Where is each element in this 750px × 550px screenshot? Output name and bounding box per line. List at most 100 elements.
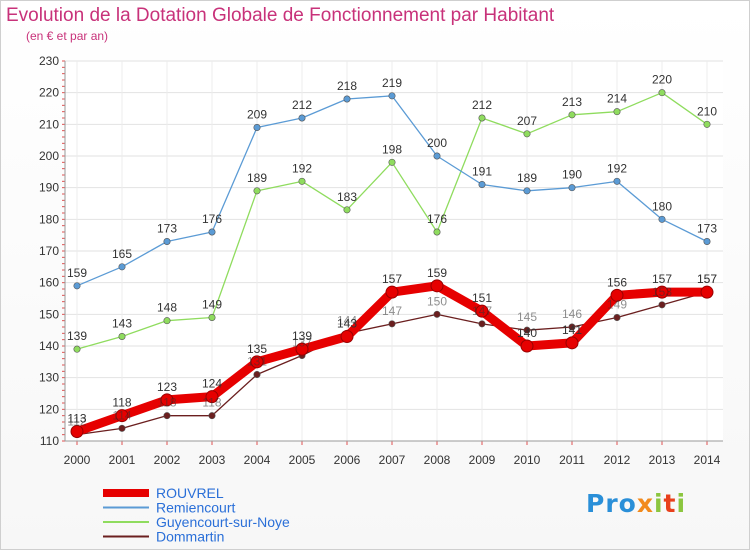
x-tick-label: 2001	[109, 453, 136, 467]
data-label: 143	[112, 317, 132, 331]
data-label: 150	[427, 294, 447, 308]
data-label: 146	[562, 307, 582, 321]
data-label: 190	[562, 168, 582, 182]
chart-subtitle: (en € et par an)	[26, 29, 109, 43]
data-label: 176	[202, 212, 222, 226]
data-label: 156	[607, 275, 627, 289]
x-tick-label: 2007	[379, 453, 406, 467]
data-label: 145	[517, 310, 537, 324]
data-point	[523, 130, 531, 138]
data-point	[478, 320, 486, 328]
data-point	[160, 393, 174, 407]
data-label: 213	[562, 95, 582, 109]
data-point	[700, 285, 714, 299]
data-label: 157	[697, 272, 717, 286]
data-point	[433, 310, 441, 318]
y-tick-label: 220	[39, 86, 59, 100]
data-label: 147	[472, 304, 492, 318]
data-label: 220	[652, 73, 672, 87]
data-point	[253, 187, 261, 195]
data-label: 207	[517, 114, 537, 128]
data-point	[115, 409, 129, 423]
x-tick-label: 2009	[469, 453, 496, 467]
data-label: 137	[292, 336, 312, 350]
data-point	[610, 288, 624, 302]
data-point	[568, 111, 576, 119]
data-label: 148	[157, 301, 177, 315]
y-tick-label: 120	[39, 402, 59, 416]
x-tick-label: 2005	[289, 453, 316, 467]
x-tick-label: 2004	[244, 453, 271, 467]
data-label: 144	[337, 313, 357, 327]
data-point	[703, 120, 711, 128]
data-point	[208, 313, 216, 321]
data-point	[388, 92, 396, 100]
data-label: 141	[562, 323, 582, 337]
data-point	[430, 279, 444, 293]
data-label: 149	[202, 298, 222, 312]
data-point	[568, 323, 576, 331]
data-label: 118	[202, 396, 221, 410]
data-label: 180	[652, 199, 672, 213]
x-tick-label: 2008	[424, 453, 451, 467]
label-layer: 113 118 123 124 135 139 143 157 159 151 140 141 156 1…	[67, 73, 717, 429]
data-label: 191	[472, 165, 492, 179]
data-point	[253, 370, 261, 378]
data-label: 151	[472, 291, 492, 305]
data-point	[613, 108, 621, 116]
data-label: 173	[157, 222, 177, 236]
data-point	[163, 317, 171, 325]
data-label: 209	[247, 108, 267, 122]
data-label: 200	[427, 136, 447, 150]
data-label: 183	[337, 190, 357, 204]
data-label: 219	[382, 76, 402, 90]
data-point	[613, 313, 621, 321]
data-point	[118, 424, 126, 432]
data-point	[250, 355, 264, 369]
data-point	[385, 285, 399, 299]
proxiti-logo: Proxiti	[586, 489, 687, 518]
legend-layer: ROUVRELRemiencourtGuyencourt-sur-NoyeDom…	[103, 485, 290, 545]
x-tick-label: 2000	[64, 453, 91, 467]
data-point	[478, 181, 486, 189]
data-point	[118, 332, 126, 340]
data-label: 198	[382, 142, 402, 156]
data-point	[298, 177, 306, 185]
data-point	[163, 238, 171, 246]
data-point	[433, 152, 441, 160]
axis-layer: 110 120 130 140 150 160 170 180 190 200 210 220 230 2…	[39, 54, 723, 467]
data-label: 157	[382, 272, 402, 286]
data-point	[340, 330, 354, 343]
data-point	[658, 215, 666, 223]
series-layer	[70, 89, 714, 439]
data-point	[163, 412, 171, 420]
data-label: 112	[67, 415, 86, 429]
data-label: 159	[67, 266, 87, 280]
data-label: 135	[247, 342, 267, 356]
data-point	[70, 425, 84, 438]
data-point	[73, 282, 81, 290]
data-label: 140	[517, 326, 537, 340]
data-label: 118	[157, 396, 176, 410]
y-tick-label: 210	[39, 117, 59, 131]
data-label: 214	[607, 92, 627, 106]
y-tick-label: 150	[39, 307, 59, 321]
data-point	[208, 228, 216, 236]
data-point	[295, 342, 309, 356]
x-tick-label: 2012	[604, 453, 631, 467]
y-tick-label: 110	[40, 434, 59, 448]
data-label: 157	[652, 272, 672, 286]
data-point	[73, 345, 81, 353]
data-point	[118, 263, 126, 271]
data-label: 139	[292, 329, 312, 343]
data-point	[478, 114, 486, 122]
data-point	[388, 320, 396, 328]
data-label: 192	[607, 161, 627, 175]
data-label: 139	[67, 329, 87, 343]
x-tick-label: 2010	[514, 453, 541, 467]
data-point	[658, 301, 666, 309]
x-tick-label: 2003	[199, 453, 226, 467]
legend-label: ROUVREL	[156, 485, 224, 501]
data-point	[475, 304, 489, 318]
